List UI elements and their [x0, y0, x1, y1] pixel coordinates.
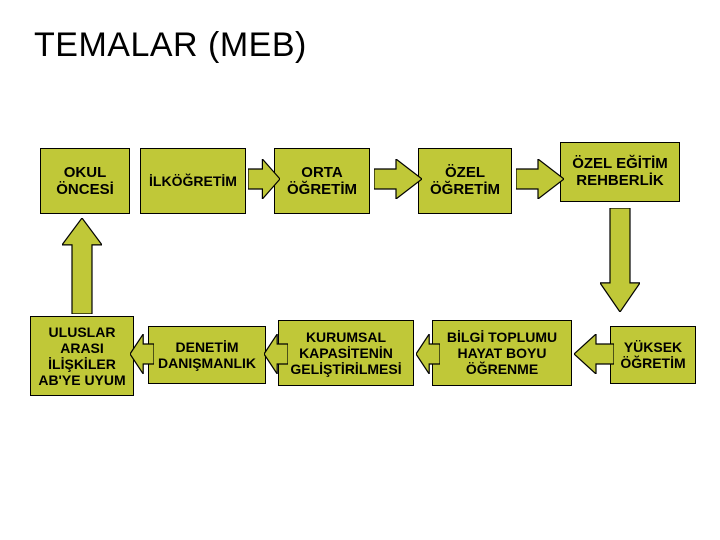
- node-label: DENETİM DANIŞMANLIK: [158, 339, 256, 371]
- node-label: YÜKSEK ÖĞRETİM: [620, 339, 685, 371]
- node-label: BİLGİ TOPLUMU HAYAT BOYU ÖĞRENME: [447, 329, 557, 377]
- node-label: İLKÖĞRETİM: [149, 173, 237, 189]
- node-label: ORTA ÖĞRETİM: [287, 164, 357, 199]
- arrow-r1-a1: [248, 159, 280, 199]
- node-label: ULUSLAR ARASI İLİŞKİLER AB'YE UYUM: [38, 324, 125, 388]
- node-yuksek-ogretim: YÜKSEK ÖĞRETİM: [610, 326, 696, 384]
- node-ozel-egitim-rehberlik: ÖZEL EĞİTİM REHBERLİK: [560, 142, 680, 202]
- arrow-r1-a2: [374, 159, 422, 199]
- node-bilgi-toplumu: BİLGİ TOPLUMU HAYAT BOYU ÖĞRENME: [432, 320, 572, 386]
- arrow-r2-a1: [574, 334, 614, 374]
- arrow-r2-a3: [264, 334, 288, 374]
- arrow-vup: [62, 218, 102, 314]
- node-ilkogretim: İLKÖĞRETİM: [140, 148, 246, 214]
- node-ozel-ogretim: ÖZEL ÖĞRETİM: [418, 148, 512, 214]
- node-okul-oncesi: OKUL ÖNCESİ: [40, 148, 130, 214]
- node-label: ÖZEL EĞİTİM REHBERLİK: [572, 155, 668, 190]
- arrow-vdown: [600, 208, 640, 312]
- node-orta-ogretim: ORTA ÖĞRETİM: [274, 148, 370, 214]
- arrow-r1-a3: [516, 159, 564, 199]
- node-label: ÖZEL ÖĞRETİM: [430, 164, 500, 199]
- node-label: KURUMSAL KAPASİTENİN GELİŞTİRİLMESİ: [290, 329, 401, 377]
- node-kurumsal: KURUMSAL KAPASİTENİN GELİŞTİRİLMESİ: [278, 320, 414, 386]
- node-denetim: DENETİM DANIŞMANLIK: [148, 326, 266, 384]
- page-title: TEMALAR (MEB): [34, 26, 307, 65]
- node-uluslararasi: ULUSLAR ARASI İLİŞKİLER AB'YE UYUM: [30, 316, 134, 396]
- arrow-r2-a4: [130, 334, 154, 374]
- node-label: OKUL ÖNCESİ: [56, 164, 114, 199]
- arrow-r2-a2: [416, 334, 440, 374]
